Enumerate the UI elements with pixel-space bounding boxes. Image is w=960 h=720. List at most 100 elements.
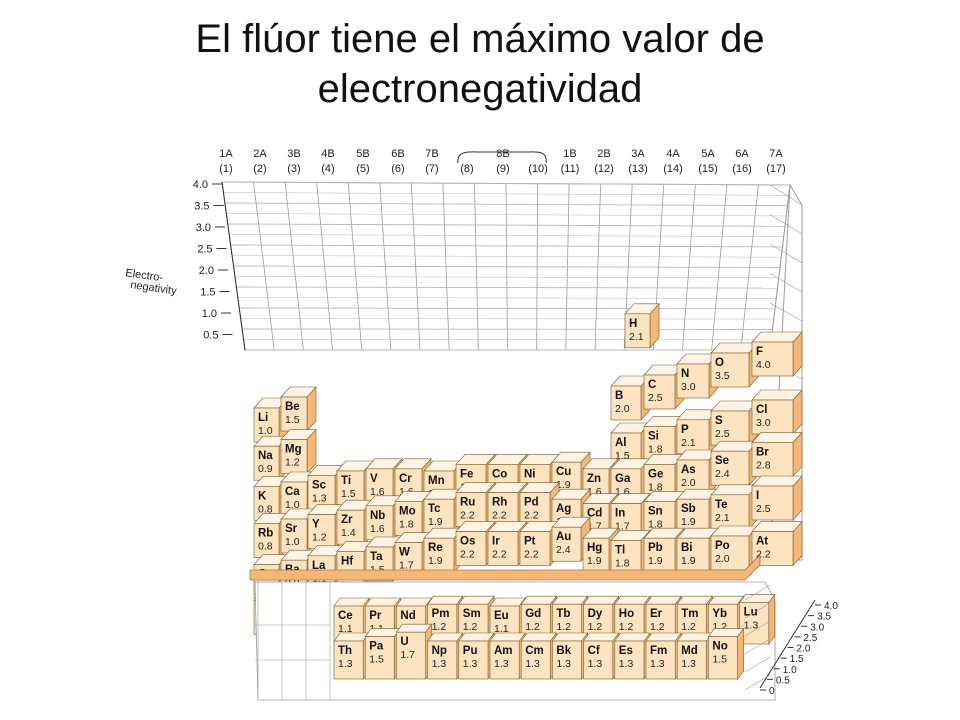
group-label-top: 3B — [287, 148, 300, 160]
bar-top — [364, 597, 401, 607]
group-label-top: 3A — [631, 148, 645, 160]
element-value: 2.2 — [524, 549, 539, 561]
bar-front — [676, 640, 707, 680]
right-axis: 4.03.53.02.52.01.51.00.50 — [744, 584, 838, 697]
element-symbol: Es — [619, 645, 633, 657]
element-symbol: Br — [756, 446, 769, 458]
element-symbol: Md — [681, 645, 698, 657]
element-value: 1.9 — [681, 516, 696, 528]
bar-front — [710, 494, 750, 530]
element-value: 1.2 — [650, 621, 665, 633]
group-label-top: 7A — [769, 148, 783, 160]
element-symbol: No — [712, 641, 727, 653]
element-symbol: V — [370, 473, 378, 485]
group-8b-bracket — [457, 151, 547, 164]
bar-side — [768, 593, 776, 645]
bar-front — [710, 450, 750, 486]
element-value: 2.5 — [648, 392, 663, 404]
bar-top — [427, 632, 464, 642]
element-value: 3.0 — [681, 381, 696, 393]
grid-line — [224, 202, 788, 207]
bar-front — [364, 636, 395, 680]
element-symbol: Tb — [556, 608, 570, 620]
group-label-top: 7B — [425, 148, 438, 160]
group-label-bottom: (3) — [287, 163, 300, 175]
element-value: 1.6 — [370, 523, 385, 535]
element-symbol: Se — [715, 455, 729, 467]
element-symbol: Sm — [463, 608, 481, 620]
element-value: 1.3 — [556, 658, 571, 670]
element-value: 2.2 — [492, 549, 507, 561]
page-title: El flúor tiene el máximo valor de electr… — [0, 14, 960, 114]
right-tick-label: 4.0 — [824, 601, 838, 612]
bar-front — [489, 640, 520, 680]
element-value: 2.8 — [756, 459, 771, 471]
bar-top — [333, 597, 370, 607]
right-tick-label: 0 — [769, 686, 775, 697]
element-symbol: Tm — [681, 608, 698, 620]
element-symbol: Ni — [524, 468, 536, 480]
group-label-bottom: (1) — [219, 163, 232, 175]
bar-top — [645, 632, 682, 642]
grid-line — [234, 276, 779, 279]
group-label-bottom: (7) — [425, 163, 438, 175]
grid-line — [744, 584, 771, 601]
title-line: electronegatividad — [317, 67, 643, 111]
grid-line — [223, 192, 789, 196]
bar-front — [582, 537, 610, 573]
bar-front — [280, 518, 308, 554]
grid-line — [744, 656, 771, 673]
element-symbol: Sc — [312, 479, 327, 491]
bar-top — [738, 594, 776, 603]
bar-front — [751, 442, 794, 477]
element-symbol: Cm — [525, 645, 544, 657]
element-symbol: Fe — [460, 468, 473, 480]
element-value: 0.9 — [258, 463, 273, 475]
element-value: 1.1 — [494, 623, 509, 635]
bar-front — [519, 531, 551, 566]
bar-front — [253, 523, 280, 558]
element-symbol: Pd — [524, 497, 539, 509]
group-label-bottom: (8) — [460, 163, 473, 175]
element-symbol: I — [756, 490, 759, 502]
grid-line — [221, 181, 791, 186]
bar-front — [307, 514, 336, 549]
element-symbol: Mg — [285, 444, 302, 456]
element-value: 1.3 — [588, 658, 603, 670]
bar-top — [751, 432, 803, 443]
element-value: 1.1 — [338, 623, 353, 635]
element-value: 2.1 — [715, 512, 730, 524]
element-value: 1.2 — [432, 621, 447, 633]
element-symbol: Pu — [463, 645, 478, 657]
bar-front — [676, 363, 710, 399]
element-symbol: N — [681, 368, 689, 380]
element-symbol: Ca — [285, 486, 300, 498]
element-symbol: F — [756, 346, 763, 358]
element-value: 1.3 — [338, 658, 353, 670]
bar-front — [423, 537, 455, 573]
bar-top — [551, 632, 589, 642]
element-value: 1.8 — [648, 481, 663, 493]
bar-top — [751, 521, 803, 532]
element-symbol: Na — [258, 450, 273, 462]
grid-line — [769, 214, 803, 235]
element-value: 2.4 — [556, 544, 571, 556]
element-value: 2.5 — [715, 428, 730, 440]
element-symbol: Bk — [556, 645, 571, 657]
element-value: 1.0 — [285, 499, 300, 511]
grid-line — [769, 273, 803, 293]
element-symbol: Am — [494, 645, 513, 657]
y-tick-label: 3.0 — [196, 222, 211, 234]
element-symbol: K — [258, 490, 267, 502]
element-symbol: Np — [432, 645, 447, 657]
grid-line — [744, 620, 771, 637]
bar-top — [676, 632, 714, 642]
bar-front — [396, 631, 426, 680]
element-symbol: Te — [715, 499, 728, 511]
element-symbol: Li — [258, 412, 268, 424]
group-label-bottom: (11) — [561, 163, 580, 175]
element-symbol: Cu — [556, 466, 571, 478]
f-block-bars: Ce1.1Pr1.1Nd1.1Pm1.2Sm1.2Eu1.1Gd1.2Tb1.2… — [254, 581, 776, 701]
group-label-bottom: (16) — [732, 163, 752, 175]
bar-front — [708, 636, 738, 680]
